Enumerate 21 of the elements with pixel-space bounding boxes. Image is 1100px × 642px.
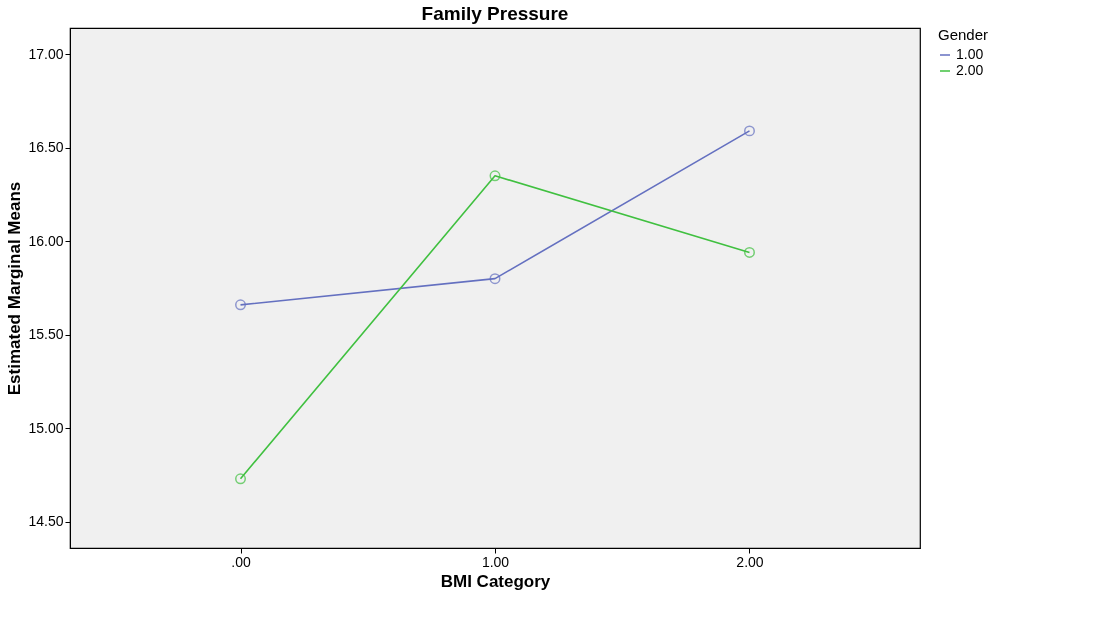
- x-tick-label: .00: [231, 553, 251, 570]
- point: [744, 246, 755, 258]
- y-tick-label: 15.50: [28, 326, 64, 343]
- x-tick-label: 2.00: [736, 553, 764, 570]
- y-tick-label: 17.00: [28, 45, 64, 62]
- point: [235, 299, 246, 311]
- chart-title: Family Pressure: [421, 3, 569, 24]
- legend-label: 1.00: [956, 46, 984, 62]
- x-axis-title: BMI Category: [440, 571, 551, 591]
- point: [235, 473, 246, 485]
- point: [489, 170, 501, 182]
- y-tick-label: 15.00: [28, 419, 64, 436]
- point: [744, 125, 755, 137]
- y-tick-label: 16.00: [28, 232, 64, 249]
- y-axis-title: Estimated Marginal Means: [5, 181, 25, 396]
- legend-label: 2.00: [956, 62, 984, 78]
- legend-title: Gender: [938, 26, 989, 43]
- y-tick-label: 14.50: [28, 513, 64, 530]
- y-tick-label: 16.50: [28, 139, 64, 156]
- point: [489, 273, 501, 285]
- x-tick-label: 1.00: [481, 553, 510, 570]
